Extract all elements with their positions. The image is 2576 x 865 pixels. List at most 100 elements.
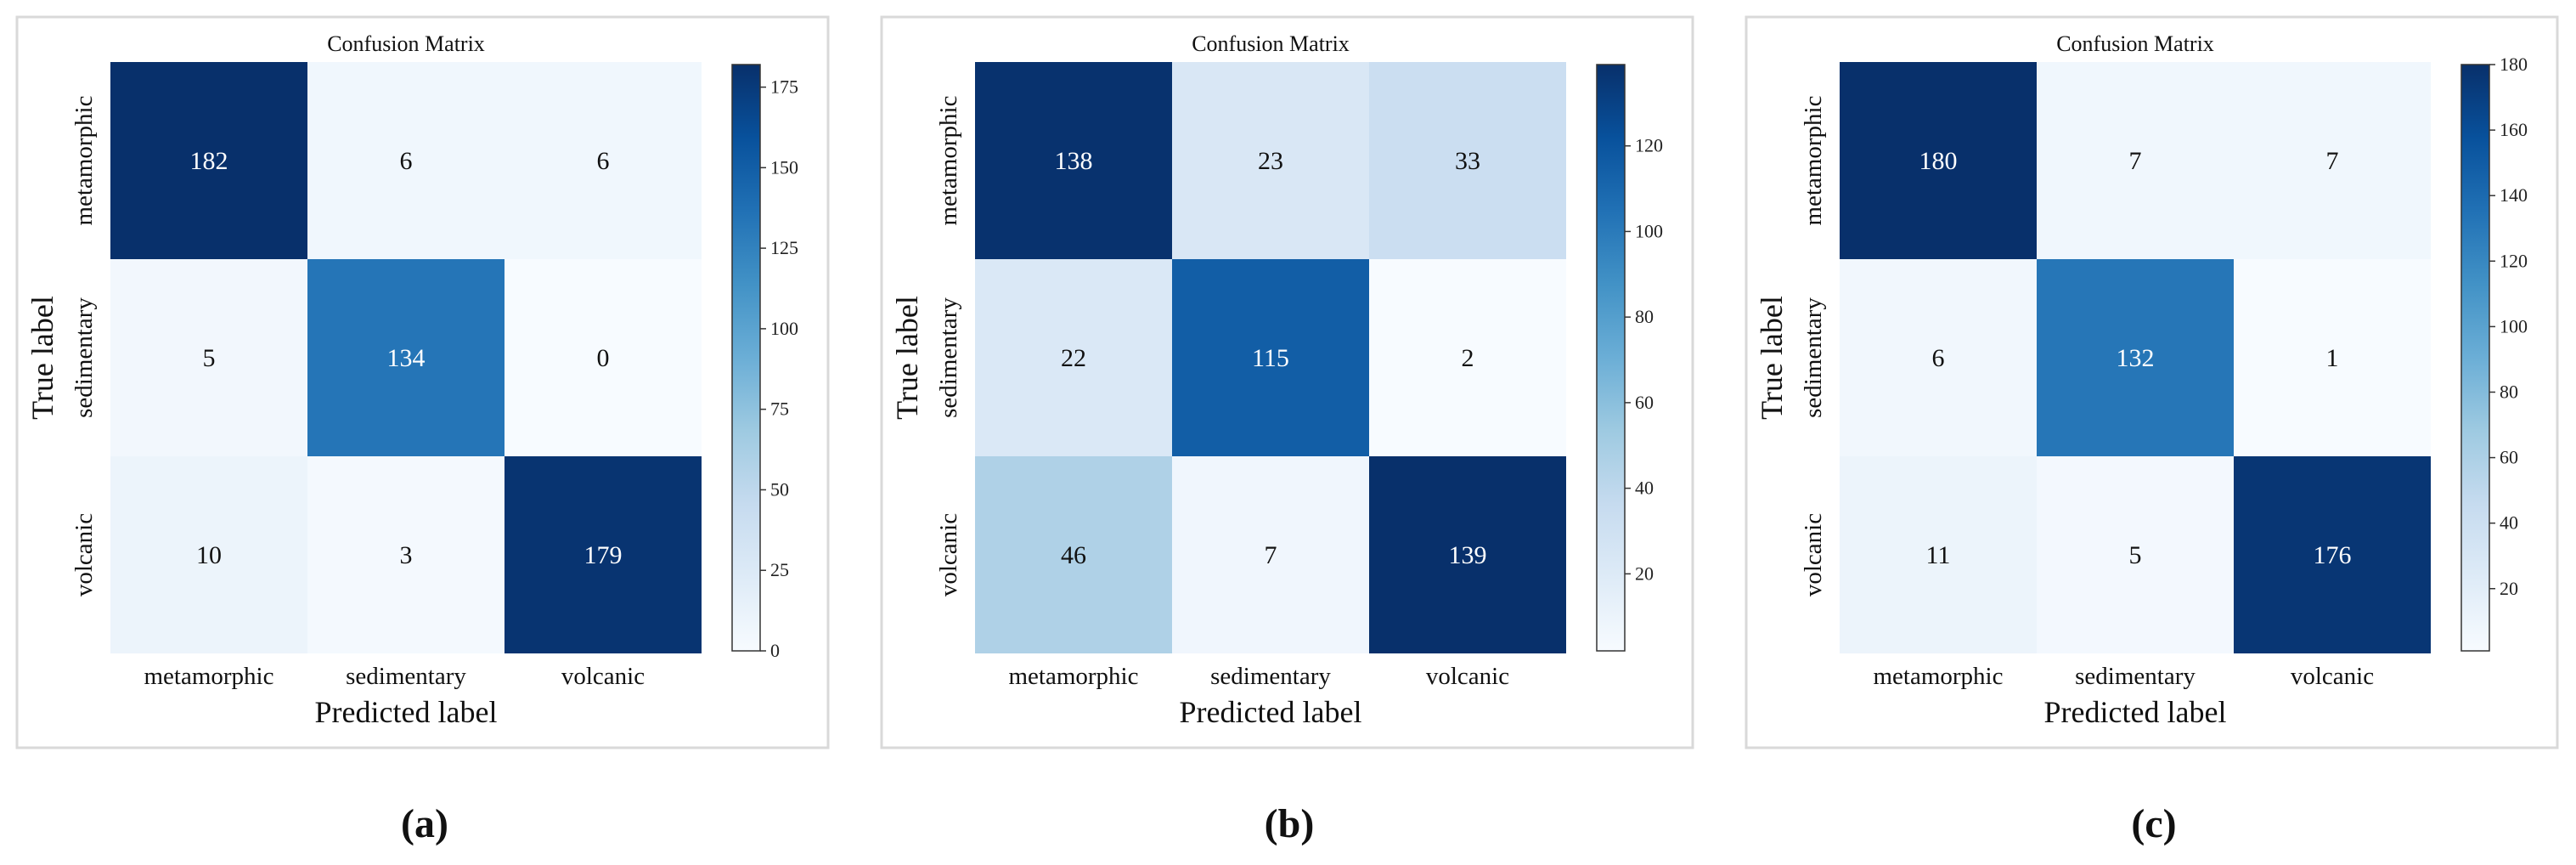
cell-value: 115 xyxy=(1252,344,1289,372)
colorbar-tick-label: 80 xyxy=(2500,381,2518,402)
colorbar-tick-label: 80 xyxy=(1635,306,1654,327)
y-tick-label: sedimentary xyxy=(935,297,962,418)
chart-title: Confusion Matrix xyxy=(2056,31,2214,56)
matrix-cell xyxy=(504,456,702,653)
cell-value: 138 xyxy=(1055,147,1093,175)
colorbar-tick-label: 50 xyxy=(770,478,789,500)
matrix-cell xyxy=(1172,62,1369,259)
colorbar xyxy=(731,64,761,652)
matrix-cell xyxy=(2037,259,2234,456)
cell-value: 23 xyxy=(1258,147,1283,175)
x-axis-label: Predicted label xyxy=(2044,695,2227,729)
x-tick-label: sedimentary xyxy=(1210,663,1331,690)
cell-value: 134 xyxy=(387,344,426,372)
cell-value: 6 xyxy=(1932,344,1945,372)
y-tick-label: volcanic xyxy=(1800,513,1827,596)
cell-value: 5 xyxy=(2129,541,2142,569)
colorbar-tick-label: 175 xyxy=(770,76,798,98)
x-axis-label: Predicted label xyxy=(315,695,498,729)
cell-value: 3 xyxy=(400,541,413,569)
cell-value: 2 xyxy=(1462,344,1474,372)
colorbar-tick-label: 120 xyxy=(2500,250,2528,271)
matrix-cell xyxy=(2037,62,2234,259)
cell-value: 7 xyxy=(1265,541,1277,569)
cell-value: 6 xyxy=(400,147,413,175)
colorbar-tick-label: 100 xyxy=(2500,315,2528,336)
panel-caption: (c) xyxy=(2131,801,2176,846)
matrix-cell xyxy=(2234,456,2431,653)
colorbar-tick-label: 20 xyxy=(1635,563,1654,584)
matrix-cell xyxy=(110,62,307,259)
x-axis-label: Predicted label xyxy=(1180,695,1362,729)
matrix-cell xyxy=(307,259,504,456)
y-tick-label: metamorphic xyxy=(70,95,98,225)
colorbar-tick-label: 75 xyxy=(770,399,789,420)
x-tick-label: metamorphic xyxy=(1873,663,2003,690)
cell-value: 11 xyxy=(1926,541,1951,569)
y-tick-label: volcanic xyxy=(935,513,962,596)
colorbar-tick-label: 150 xyxy=(770,156,798,178)
confusion-matrix-panel-2: Confusion Matrix 138 23 33 22 115 2 46 7 139 metam… xyxy=(880,15,1694,749)
matrix-cell xyxy=(975,62,1172,259)
cell-value: 22 xyxy=(1061,344,1086,372)
y-axis-label: True label xyxy=(25,296,59,420)
matrix-cell xyxy=(2234,259,2431,456)
colorbar-tick-label: 180 xyxy=(2500,54,2528,75)
y-tick-label: volcanic xyxy=(70,513,98,596)
cell-value: 179 xyxy=(584,541,623,569)
matrix-cell xyxy=(504,259,702,456)
colorbar xyxy=(2460,64,2490,652)
cell-value: 182 xyxy=(190,147,228,175)
matrix-cell xyxy=(975,259,1172,456)
x-tick-label: sedimentary xyxy=(2075,663,2196,690)
y-axis-label: True label xyxy=(890,296,924,420)
x-tick-label: volcanic xyxy=(561,663,645,690)
cell-value: 180 xyxy=(1919,147,1958,175)
colorbar-tick-label: 60 xyxy=(2500,447,2518,468)
matrix-cell xyxy=(1840,62,2037,259)
matrix-cell xyxy=(2234,62,2431,259)
colorbar-tick-label: 60 xyxy=(1635,392,1654,413)
x-tick-label: metamorphic xyxy=(1008,663,1138,690)
matrix-cell xyxy=(110,259,307,456)
cell-value: 10 xyxy=(196,541,222,569)
matrix-cell xyxy=(1840,259,2037,456)
matrix-cell xyxy=(307,456,504,653)
colorbar-tick-label: 0 xyxy=(770,640,780,661)
colorbar-tick-label: 40 xyxy=(1635,478,1654,499)
cell-value: 33 xyxy=(1455,147,1480,175)
cell-value: 6 xyxy=(597,147,610,175)
matrix-cell xyxy=(2037,456,2234,653)
cell-value: 46 xyxy=(1061,541,1086,569)
colorbar-tick-label: 40 xyxy=(2500,512,2518,534)
matrix-cell xyxy=(307,62,504,259)
cell-value: 139 xyxy=(1449,541,1487,569)
y-tick-label: sedimentary xyxy=(70,297,98,418)
colorbar xyxy=(1596,64,1626,652)
colorbar-tick-label: 20 xyxy=(2500,578,2518,599)
matrix-cell xyxy=(1840,456,2037,653)
matrix-cell xyxy=(1172,259,1369,456)
cell-value: 1 xyxy=(2326,344,2339,372)
matrix-cell xyxy=(975,456,1172,653)
x-tick-label: volcanic xyxy=(1426,663,1509,690)
confusion-matrix-panel-1: Confusion Matrix 182 6 6 5 134 0 10 3 179 metamorp… xyxy=(15,15,830,749)
y-axis-label: True label xyxy=(1755,296,1789,420)
x-tick-label: sedimentary xyxy=(346,663,466,690)
y-tick-label: metamorphic xyxy=(935,95,962,225)
matrix-cell xyxy=(504,62,702,259)
panel-caption: (b) xyxy=(1265,801,1315,846)
cell-value: 7 xyxy=(2326,147,2339,175)
y-tick-label: metamorphic xyxy=(1800,95,1827,225)
cell-value: 132 xyxy=(2117,344,2155,372)
cell-value: 176 xyxy=(2314,541,2352,569)
colorbar-tick-label: 140 xyxy=(2500,184,2528,206)
matrix-cell xyxy=(1369,62,1566,259)
y-tick-label: sedimentary xyxy=(1800,297,1827,418)
x-tick-label: metamorphic xyxy=(144,663,273,690)
matrix-cell xyxy=(1369,259,1566,456)
matrix-cell xyxy=(1369,456,1566,653)
panel-caption: (a) xyxy=(401,801,448,846)
cell-value: 0 xyxy=(597,344,610,372)
colorbar-tick-label: 160 xyxy=(2500,119,2528,140)
